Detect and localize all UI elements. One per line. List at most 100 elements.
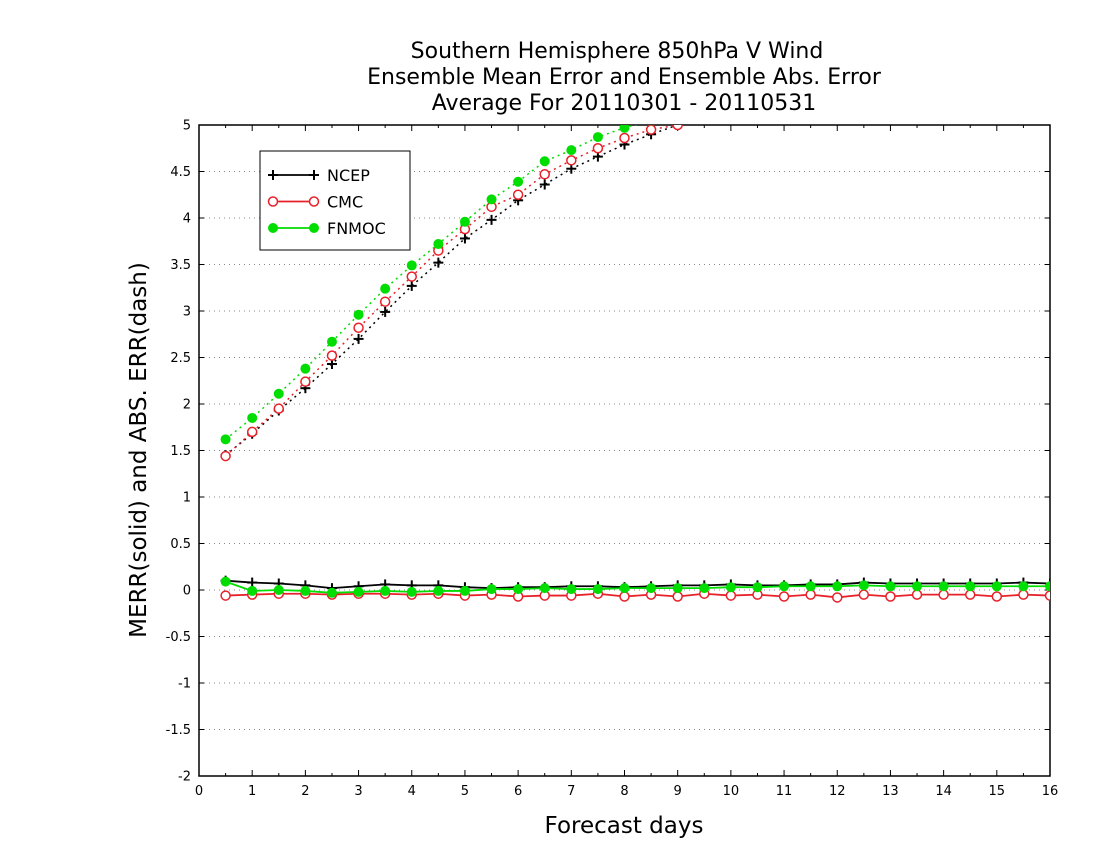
legend-item-ncep: NCEP xyxy=(268,166,370,185)
point-cmc-mean-error xyxy=(964,589,976,600)
point-fnmoc-abs-error xyxy=(247,412,258,423)
point-cmc-mean-error xyxy=(805,589,816,600)
legend-box xyxy=(259,150,411,251)
x-tick-label: 6 xyxy=(514,784,522,799)
point-fnmoc-mean-error xyxy=(965,581,976,592)
point-fnmoc-mean-error xyxy=(752,582,763,593)
point-fnmoc-mean-error xyxy=(646,583,657,594)
x-tick-label: 9 xyxy=(674,784,682,799)
point-cmc-abs-error xyxy=(913,76,922,85)
point-cmc-abs-error xyxy=(1046,53,1055,62)
point-cmc-abs-error xyxy=(220,450,231,462)
point-fnmoc-mean-error xyxy=(1045,581,1050,592)
point-fnmoc-abs-error xyxy=(326,336,337,347)
point-cmc-abs-error xyxy=(379,296,391,307)
gridlines xyxy=(199,171,1050,730)
point-ncep-abs-error xyxy=(406,280,417,291)
point-cmc-abs-error xyxy=(246,426,258,438)
point-ncep-abs-error xyxy=(912,78,922,88)
x-tick-label: 15 xyxy=(989,784,1006,799)
point-cmc-mean-error xyxy=(991,591,1003,602)
legend-marker-start xyxy=(267,196,279,207)
point-ncep-mean-error xyxy=(247,577,258,588)
point-fnmoc-mean-error xyxy=(912,581,923,592)
point-fnmoc-mean-error xyxy=(805,581,816,592)
x-tick-label: 2 xyxy=(301,784,309,799)
point-cmc-abs-error xyxy=(326,350,338,361)
point-cmc-abs-error xyxy=(406,271,417,282)
x-tick-label: 10 xyxy=(723,784,740,799)
point-fnmoc-abs-error xyxy=(353,309,364,320)
point-cmc-mean-error xyxy=(619,591,630,602)
x-tick-label: 3 xyxy=(354,784,362,799)
point-fnmoc-mean-error xyxy=(459,585,470,596)
x-tick-label: 1 xyxy=(248,784,256,799)
legend-marker-end xyxy=(309,170,319,180)
point-cmc-mean-error xyxy=(672,591,683,602)
point-fnmoc-mean-error xyxy=(619,583,630,594)
chart-title-line-1: Southern Hemisphere 850hPa V Wind xyxy=(411,39,824,64)
point-fnmoc-mean-error xyxy=(486,584,497,595)
x-tick-label: 5 xyxy=(461,784,469,799)
point-ncep-abs-error xyxy=(939,74,949,84)
x-tick-label: 7 xyxy=(567,784,575,799)
point-fnmoc-abs-error xyxy=(273,388,284,399)
point-cmc-abs-error xyxy=(1019,57,1028,66)
point-fnmoc-mean-error xyxy=(220,576,231,587)
y-axis-label: MERR(solid) and ABS. ERR(dash) xyxy=(126,262,152,638)
point-fnmoc-mean-error xyxy=(699,583,710,594)
legend-item-cmc: CMC xyxy=(267,193,363,212)
point-cmc-mean-error xyxy=(220,590,231,601)
legend-marker-start xyxy=(268,170,278,180)
point-fnmoc-abs-error xyxy=(619,125,630,133)
point-fnmoc-mean-error xyxy=(326,587,337,598)
point-cmc-abs-error xyxy=(966,67,975,76)
point-fnmoc-abs-error xyxy=(459,216,470,227)
y-tick-label: -0.5 xyxy=(166,630,191,645)
point-fnmoc-abs-error xyxy=(380,283,391,294)
point-ncep-abs-error xyxy=(380,306,391,317)
y-tick-label: 2.5 xyxy=(170,351,191,366)
point-fnmoc-abs-error xyxy=(1019,51,1028,60)
point-cmc-abs-error xyxy=(645,125,657,135)
point-ncep-abs-error xyxy=(992,64,1002,74)
point-fnmoc-abs-error xyxy=(886,74,895,83)
point-fnmoc-abs-error xyxy=(939,65,948,74)
point-cmc-abs-error xyxy=(939,71,948,80)
series-cmc-mean-error-line xyxy=(225,592,1050,599)
legend-marker-end xyxy=(309,223,319,233)
point-ncep-abs-error xyxy=(885,83,895,93)
point-cmc-abs-error xyxy=(353,322,364,333)
point-cmc-abs-error xyxy=(619,132,630,144)
series-group xyxy=(220,51,1055,603)
y-tick-label: 5 xyxy=(183,119,191,134)
y-tick-label: 3.5 xyxy=(170,258,191,273)
x-tick-label: 11 xyxy=(776,784,793,799)
legend-marker-start xyxy=(268,223,278,233)
point-fnmoc-mean-error xyxy=(832,581,843,592)
point-cmc-abs-error xyxy=(886,81,895,90)
x-axis-label: Forecast days xyxy=(545,813,704,839)
series-cmc-abs-error-line xyxy=(225,125,681,457)
point-ncep-abs-error xyxy=(353,333,364,344)
point-fnmoc-mean-error xyxy=(779,581,790,592)
y-tick-label: 2 xyxy=(183,398,191,413)
point-ncep-abs-error xyxy=(1018,60,1028,70)
y-tick-label: 0.5 xyxy=(170,537,191,552)
point-cmc-mean-error xyxy=(725,590,737,601)
point-ncep-abs-error xyxy=(965,69,975,79)
point-fnmoc-mean-error xyxy=(938,581,949,592)
series-ncep-abs-error-line xyxy=(225,125,683,456)
point-fnmoc-abs-error xyxy=(566,145,577,156)
point-cmc-mean-error xyxy=(885,591,896,602)
chart-title: Southern Hemisphere 850hPa V Wind Ensemb… xyxy=(367,39,882,116)
point-fnmoc-abs-error xyxy=(539,156,550,167)
legend-label-cmc: CMC xyxy=(327,193,363,212)
point-cmc-mean-error xyxy=(832,592,843,603)
point-fnmoc-mean-error xyxy=(991,581,1002,592)
y-tick-label: -1 xyxy=(178,677,191,692)
point-fnmoc-mean-error xyxy=(885,581,896,592)
point-ncep-abs-error xyxy=(832,92,842,102)
x-tick-label: 12 xyxy=(829,784,846,799)
point-fnmoc-abs-error xyxy=(913,69,922,78)
